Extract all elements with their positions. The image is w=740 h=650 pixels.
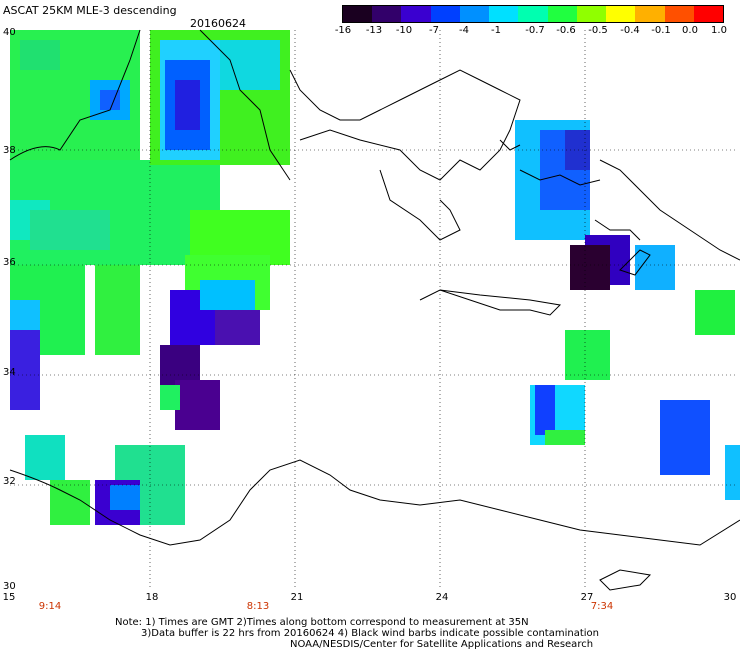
colorbar-segment xyxy=(518,6,548,22)
lon-label: 24 xyxy=(435,592,449,603)
note-line-2: 3)Data buffer is 22 hrs from 20160624 4)… xyxy=(141,628,599,639)
colorbar-segment xyxy=(606,6,636,22)
lon-label: 15 xyxy=(2,592,16,603)
colorbar-segment xyxy=(372,6,402,22)
lat-label: 36 xyxy=(3,257,16,268)
colorbar-label: -1 xyxy=(491,25,501,36)
note-line-3: NOAA/NESDIS/Center for Satellite Applica… xyxy=(290,639,594,650)
colorbar-segment xyxy=(430,6,460,22)
colorbar xyxy=(342,5,724,23)
lat-lon-grid xyxy=(10,30,735,590)
lat-label: 32 xyxy=(3,476,16,487)
colorbar-label: -7 xyxy=(429,25,439,36)
time-label: 9:14 xyxy=(38,601,62,612)
product-date: 20160624 xyxy=(190,17,246,30)
lat-label: 40 xyxy=(3,27,16,38)
lat-label: 30 xyxy=(3,581,16,592)
colorbar-label: 1.0 xyxy=(711,25,727,36)
colorbar-segment xyxy=(635,6,665,22)
colorbar-segment xyxy=(547,6,577,22)
time-label: 8:13 xyxy=(246,601,270,612)
colorbar-segment xyxy=(401,6,431,22)
lon-label: 21 xyxy=(290,592,304,603)
lon-label: 18 xyxy=(145,592,159,603)
colorbar-label: -0.1 xyxy=(651,25,671,36)
note-line-1: Note: 1) Times are GMT 2)Times along bot… xyxy=(115,617,529,628)
colorbar-label: -0.6 xyxy=(556,25,576,36)
time-label: 7:34 xyxy=(590,601,614,612)
wind-data-cells xyxy=(10,30,740,525)
colorbar-segment xyxy=(459,6,490,22)
colorbar-label: -0.5 xyxy=(588,25,608,36)
colorbar-segment xyxy=(343,6,373,22)
lat-label: 38 xyxy=(3,145,16,156)
colorbar-label: -13 xyxy=(365,25,383,36)
colorbar-segment xyxy=(693,6,724,22)
colorbar-label: -0.7 xyxy=(525,25,545,36)
lon-label: 30 xyxy=(723,592,737,603)
colorbar-label: 0.0 xyxy=(682,25,698,36)
colorbar-segment xyxy=(576,6,607,22)
colorbar-label: -16 xyxy=(334,25,352,36)
coastlines xyxy=(9,29,740,591)
colorbar-label: -0.4 xyxy=(620,25,640,36)
lat-label: 34 xyxy=(3,367,16,378)
product-title: ASCAT 25KM MLE-3 descending xyxy=(3,4,177,17)
colorbar-segment xyxy=(489,6,519,22)
colorbar-label: -4 xyxy=(459,25,469,36)
colorbar-segment xyxy=(664,6,694,22)
colorbar-label: -10 xyxy=(395,25,413,36)
lon-label: 27 xyxy=(580,592,594,603)
